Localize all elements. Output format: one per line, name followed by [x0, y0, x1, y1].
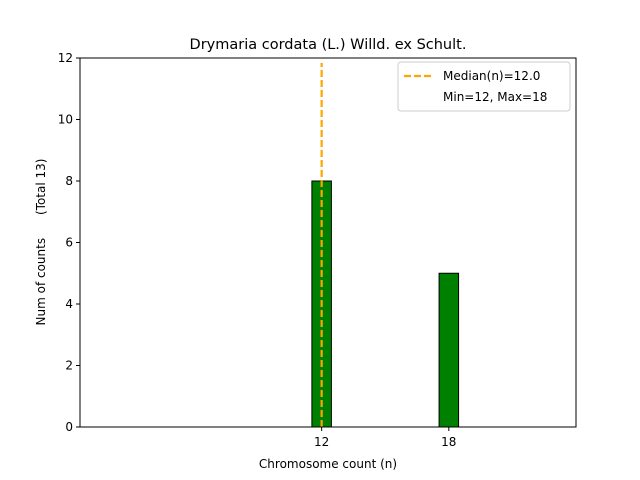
bar-18	[438, 272, 460, 428]
y-tick-label: 4	[65, 297, 73, 311]
y-tick-label: 10	[58, 113, 73, 127]
y-axis-label: Num of counts (Total 13)	[34, 159, 48, 326]
x-tick-label: 18	[441, 435, 456, 449]
legend-entry-min-max: Min=12, Max=18	[443, 90, 547, 104]
y-tick-label: 12	[58, 51, 73, 65]
y-tick-label: 8	[65, 174, 73, 188]
chart-title: Drymaria cordata (L.) Willd. ex Schult.	[190, 37, 467, 53]
x-axis-label: Chromosome count (n)	[259, 457, 397, 471]
legend-frame	[397, 61, 571, 112]
legend-entry-median: Median(n)=12.0	[443, 69, 540, 83]
plot-area: 0 2 4 6 8 10 12 12 18	[58, 51, 577, 449]
y-tick-label: 0	[65, 420, 73, 434]
y-tick-label: 6	[65, 236, 73, 250]
y-tick-label: 2	[65, 359, 73, 373]
x-tick-label: 12	[314, 435, 329, 449]
legend: Median(n)=12.0 Min=12, Max=18	[397, 61, 571, 112]
